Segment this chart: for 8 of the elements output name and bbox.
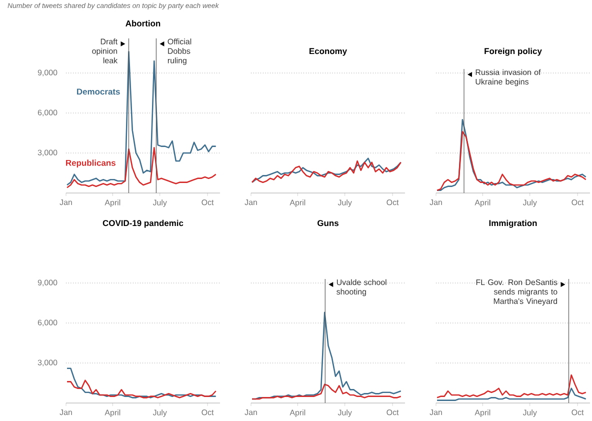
chart-title: Abortion — [126, 20, 160, 26]
series-label: Democrats — [77, 88, 120, 95]
chart-title: Foreign policy — [484, 48, 542, 56]
chart-title: Guns — [318, 220, 338, 226]
series-label: Republicans — [66, 160, 116, 168]
chart-title: Immigration — [489, 220, 537, 228]
chart-title: Economy — [310, 48, 348, 56]
chart-title: COVID-19 pandemic — [102, 220, 184, 228]
